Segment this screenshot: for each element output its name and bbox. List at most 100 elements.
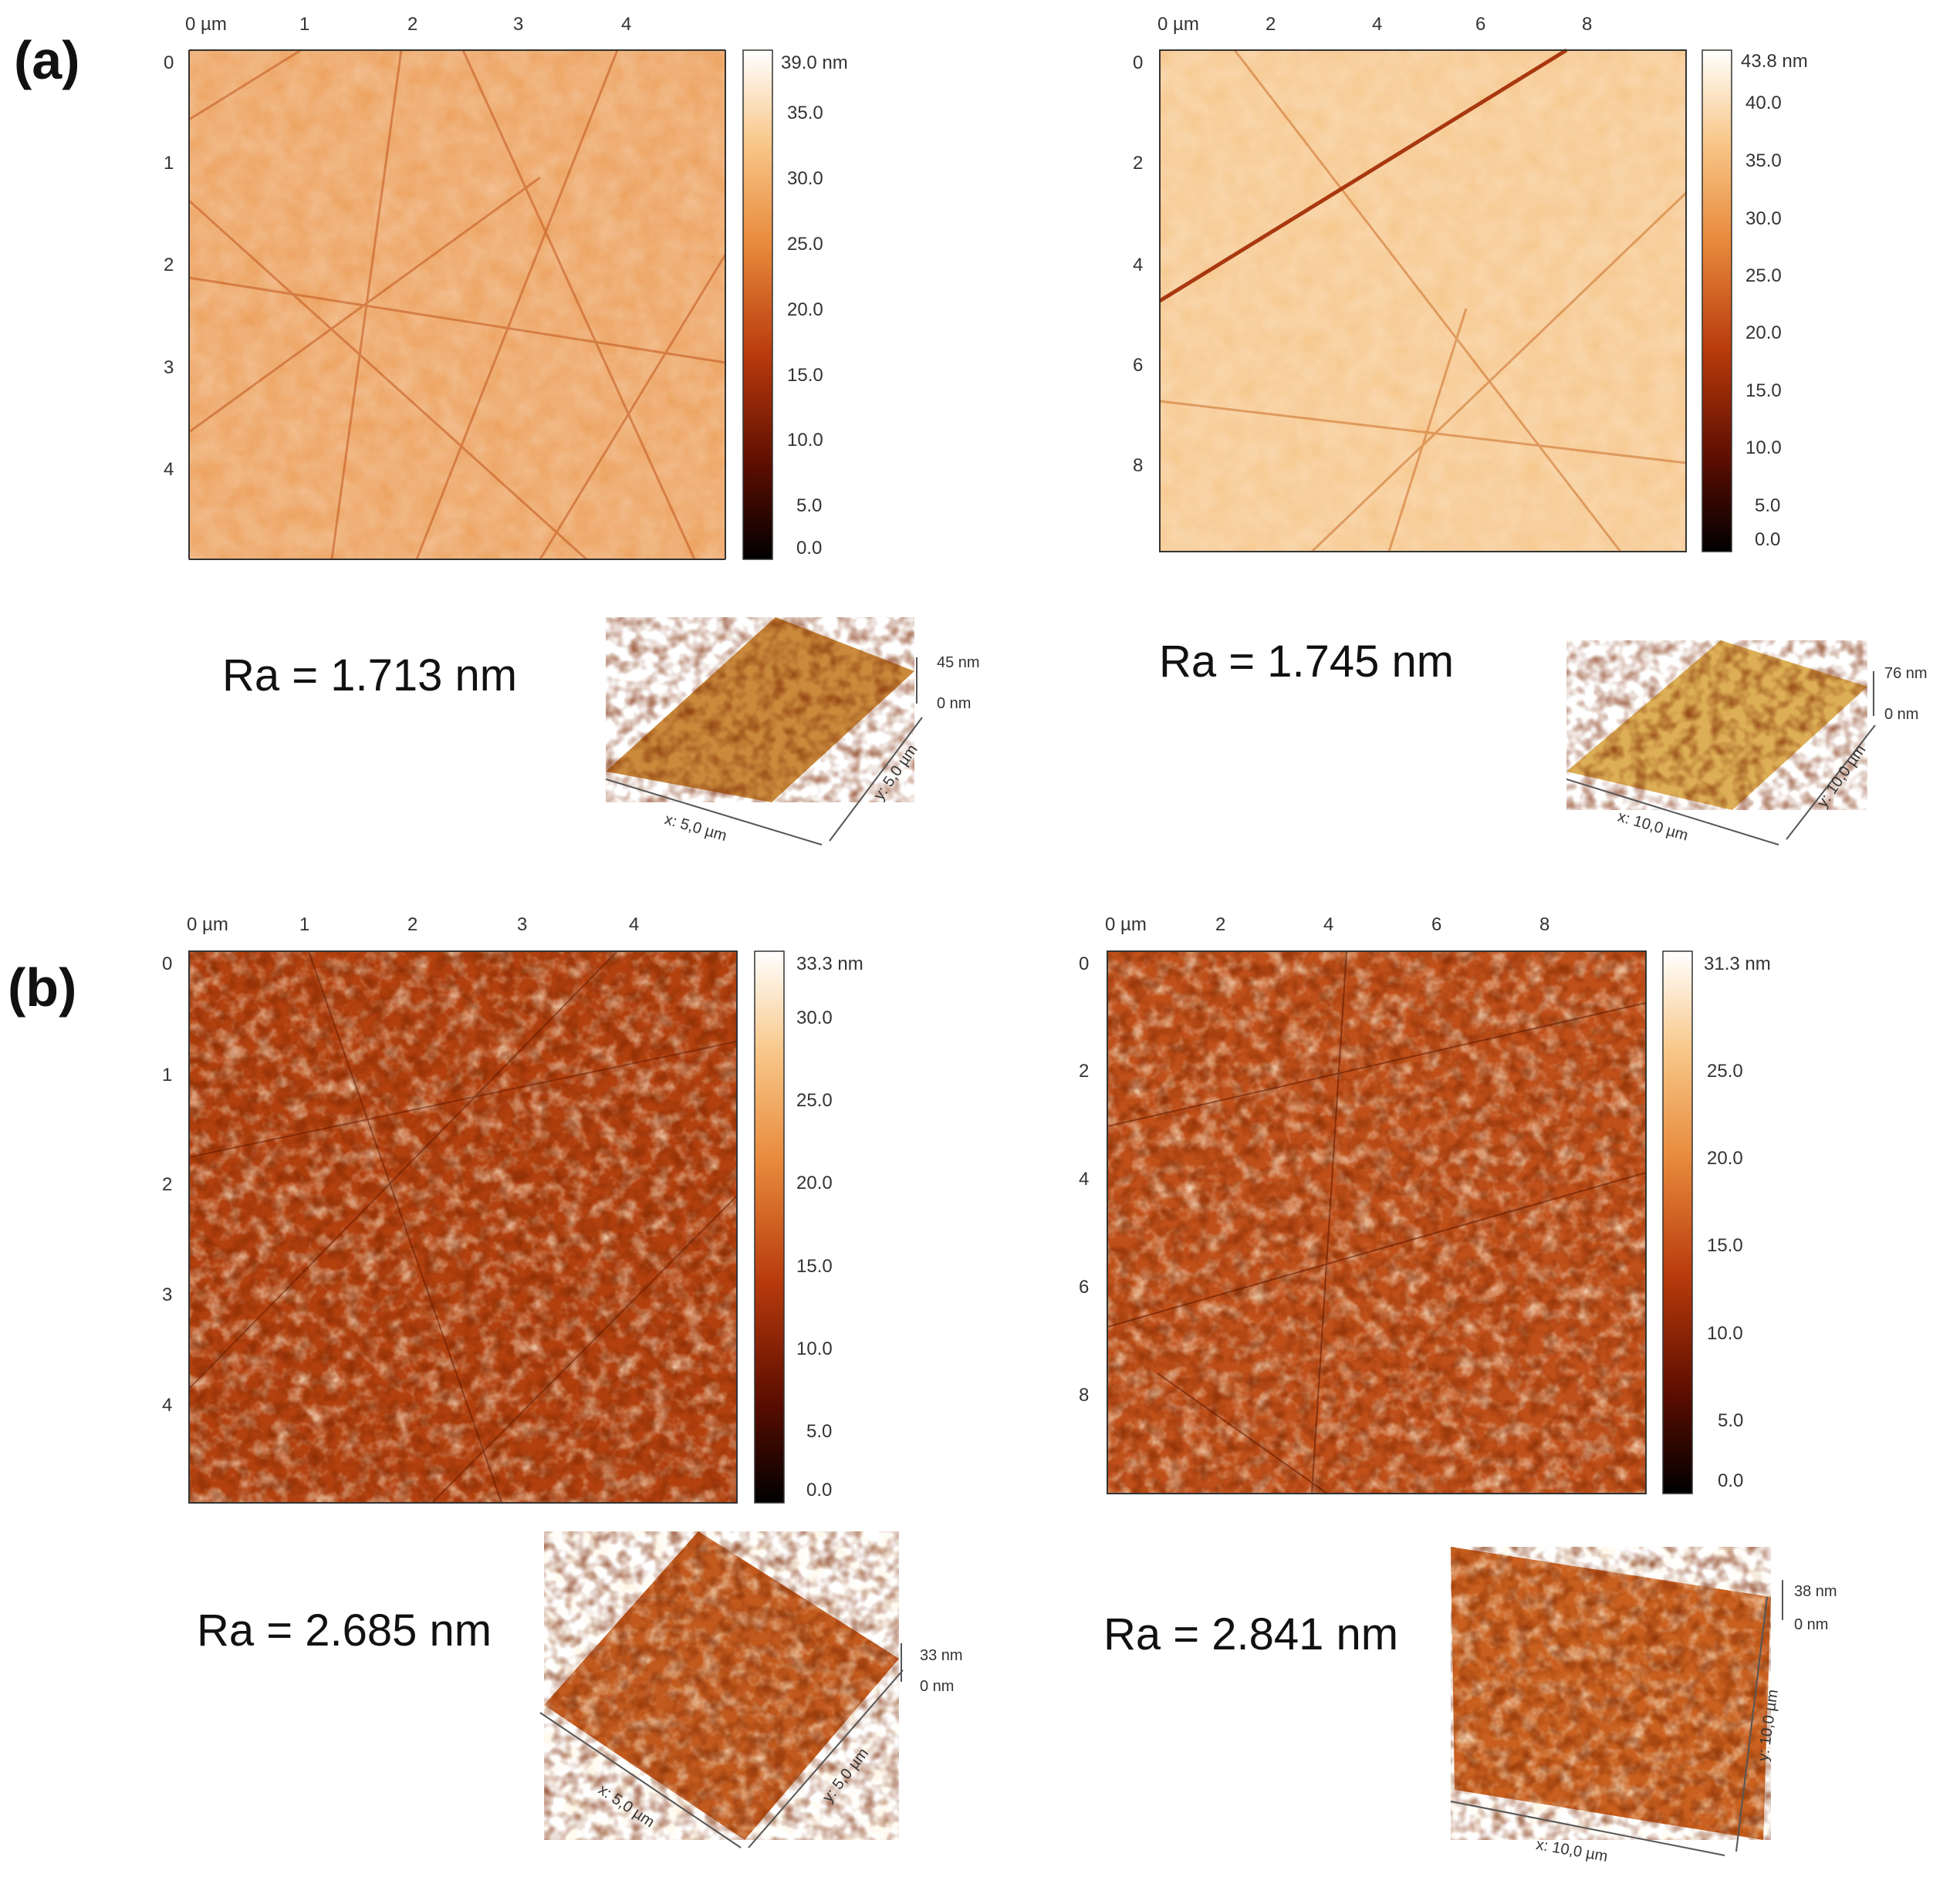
colorbar-label: 15.0 [1745, 380, 1782, 401]
scratch-lines [188, 950, 738, 1504]
x-tick: 1 [299, 914, 310, 935]
x-tick: 6 [1431, 914, 1442, 935]
y-tick: 4 [162, 1395, 173, 1416]
y-tick: 4 [164, 459, 174, 480]
colorbar-label: 30.0 [1745, 208, 1782, 229]
x-tick: 2 [1215, 914, 1226, 935]
ra-value: Ra = 2.685 nm [197, 1605, 492, 1656]
y-tick: 0 [162, 954, 173, 974]
colorbar-label: 25.0 [796, 1090, 833, 1111]
colorbar-label: 25.0 [1745, 265, 1782, 286]
colorbar-label: 43.8 nm [1741, 51, 1808, 72]
iso-z-top: 76 nm [1884, 665, 1928, 682]
colorbar-label: 15.0 [787, 365, 823, 386]
x-tick: 0 µm [187, 914, 228, 935]
colorbar-label: 10.0 [1745, 437, 1782, 458]
afm-map-a-left [188, 49, 727, 561]
colorbar-label: 10.0 [1707, 1323, 1743, 1344]
y-tick: 6 [1133, 355, 1144, 376]
colorbar-label: 35.0 [1745, 150, 1782, 171]
colorbar-label: 30.0 [796, 1008, 833, 1028]
x-tick: 8 [1582, 14, 1593, 35]
iso-z-top: 33 nm [920, 1647, 963, 1664]
y-tick: 2 [164, 255, 174, 275]
y-tick: 3 [164, 357, 174, 378]
iso-z-bottom: 0 nm [937, 695, 972, 712]
colorbar-label: 5.0 [1755, 495, 1781, 516]
y-tick: 4 [1133, 255, 1144, 275]
colorbar-label: 10.0 [787, 430, 823, 451]
colorbar-label: 35.0 [787, 103, 823, 123]
panel-label-b: (b) [8, 957, 77, 1018]
colorbar-label: 20.0 [796, 1173, 833, 1193]
y-tick: 1 [164, 153, 174, 174]
scratch-lines [188, 49, 727, 561]
colorbar-label: 40.0 [1745, 93, 1782, 113]
panel-label-a: (a) [14, 30, 80, 90]
afm-3d-a-right [1566, 640, 1876, 846]
colorbar-label: 30.0 [787, 168, 823, 189]
y-tick: 2 [1133, 153, 1144, 174]
y-tick: 0 [1133, 52, 1144, 73]
iso-z-bottom: 0 nm [1884, 706, 1919, 723]
x-tick: 3 [513, 14, 524, 35]
x-tick: 8 [1539, 914, 1550, 935]
x-tick: 2 [1266, 14, 1276, 35]
colorbar-b-left [754, 950, 785, 1504]
colorbar-label: 25.0 [787, 234, 823, 255]
y-tick: 4 [1079, 1169, 1090, 1190]
colorbar-label: 5.0 [1718, 1410, 1744, 1431]
x-tick: 4 [1323, 914, 1334, 935]
ra-value: Ra = 1.713 nm [222, 650, 518, 700]
x-tick: 4 [629, 914, 640, 935]
afm-3d-a-left [605, 617, 923, 846]
y-tick: 8 [1133, 455, 1144, 476]
colorbar-label: 5.0 [796, 495, 823, 516]
y-tick: 1 [162, 1065, 173, 1085]
y-tick: 0 [164, 52, 174, 73]
colorbar-label: 5.0 [806, 1421, 833, 1442]
afm-3d-b-right [1450, 1547, 1783, 1856]
colorbar-label: 15.0 [796, 1256, 833, 1277]
colorbar-label: 25.0 [1707, 1061, 1743, 1082]
x-tick: 0 µm [185, 14, 227, 35]
colorbar-a-left [742, 49, 773, 560]
y-tick: 3 [162, 1285, 173, 1305]
iso-z-top: 38 nm [1794, 1583, 1837, 1600]
x-tick: 3 [517, 914, 528, 935]
iso-z-bottom: 0 nm [920, 1678, 955, 1695]
x-tick: 2 [407, 914, 418, 935]
afm-3d-b-left [539, 1531, 904, 1848]
colorbar-label: 20.0 [1745, 322, 1782, 343]
afm-map-b-left [188, 950, 738, 1504]
colorbar-a-right [1701, 49, 1732, 552]
colorbar-b-right [1662, 950, 1693, 1494]
x-tick: 6 [1475, 14, 1486, 35]
x-tick: 2 [407, 14, 418, 35]
colorbar-label: 0.0 [806, 1480, 833, 1501]
colorbar-label: 0.0 [796, 538, 823, 559]
ra-value: Ra = 2.841 nm [1103, 1609, 1399, 1659]
y-tick: 2 [1079, 1061, 1090, 1082]
x-tick: 0 µm [1105, 914, 1147, 935]
afm-map-a-right [1158, 48, 1688, 553]
colorbar-label: 33.3 nm [796, 954, 863, 974]
x-tick: 4 [621, 14, 632, 35]
y-tick: 8 [1079, 1385, 1090, 1406]
iso-z-bottom: 0 nm [1794, 1616, 1829, 1633]
colorbar-label: 39.0 nm [781, 52, 848, 73]
colorbar-label: 0.0 [1718, 1470, 1744, 1491]
ra-value: Ra = 1.745 nm [1159, 636, 1455, 687]
y-tick: 0 [1079, 954, 1090, 974]
y-tick: 6 [1079, 1277, 1090, 1298]
afm-map-b-right [1107, 950, 1647, 1494]
iso-z-top: 45 nm [937, 654, 980, 671]
x-tick: 4 [1372, 14, 1383, 35]
y-tick: 2 [162, 1174, 173, 1195]
x-tick: 0 µm [1157, 14, 1199, 35]
x-tick: 1 [299, 14, 310, 35]
colorbar-label: 20.0 [787, 299, 823, 320]
colorbar-label: 31.3 nm [1704, 954, 1771, 974]
colorbar-label: 10.0 [796, 1339, 833, 1359]
